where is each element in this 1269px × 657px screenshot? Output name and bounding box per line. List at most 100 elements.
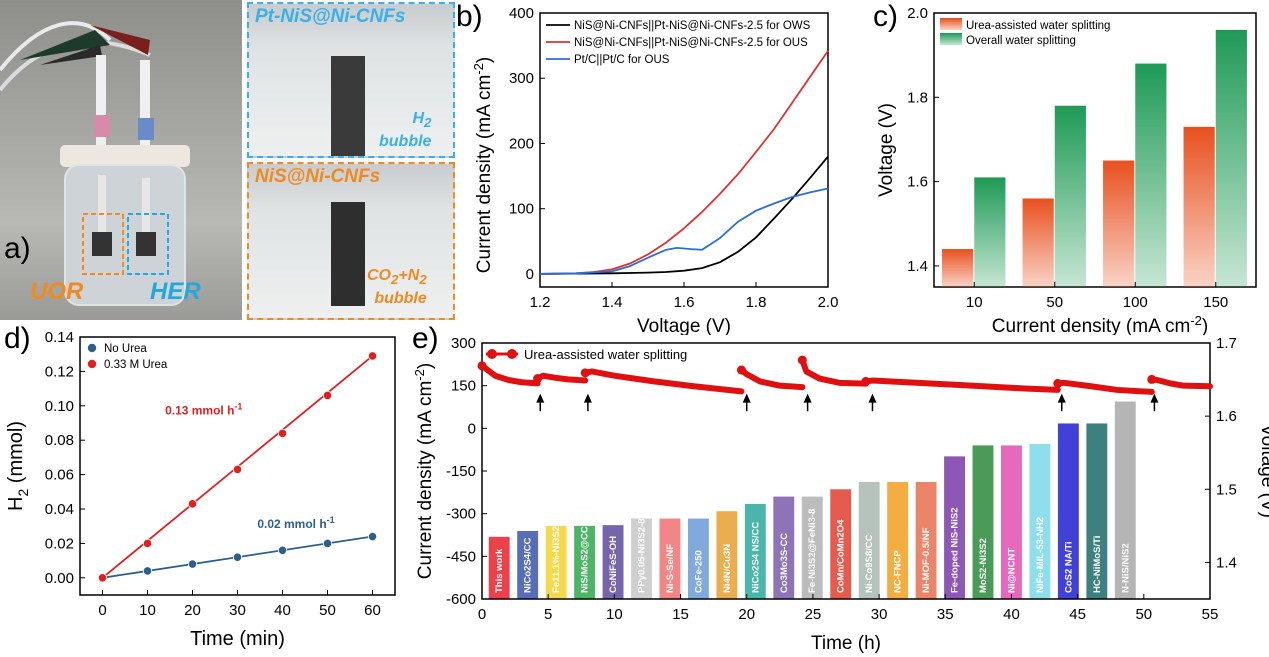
x-tick-label: 25 (805, 606, 822, 623)
voltage-bar (915, 481, 937, 599)
x-tick-label: 45 (1069, 606, 1086, 623)
voltage-bar (488, 536, 510, 599)
stability-marker (1053, 378, 1063, 388)
bar (1215, 29, 1247, 287)
y-axis-label-part: H (5, 497, 27, 511)
data-point (232, 552, 243, 562)
bar-label: Ni4N/Cu3N (722, 544, 733, 593)
data-point (142, 566, 153, 576)
y-tick-label: -450 (446, 548, 476, 565)
voltage-bar (830, 489, 852, 599)
bar (1183, 126, 1215, 287)
bar (942, 249, 974, 287)
stability-marker (736, 365, 746, 375)
y-tick-label: 0 (526, 266, 534, 283)
plot-frame (933, 12, 1257, 288)
electrolyzer-illustration (0, 21, 190, 306)
x-axis-label-part: ) (1202, 316, 1208, 335)
h2-sub: 2 (424, 115, 432, 131)
voltage-bar (631, 518, 652, 599)
x-tick-label: 5 (544, 606, 552, 623)
x-tick-label: 35 (937, 606, 954, 623)
x-axis-label: Time (h) (811, 633, 881, 654)
legend-label: Overall water splitting (966, 35, 1076, 47)
x-tick-label: 55 (1202, 606, 1219, 623)
legend-marker (487, 349, 497, 359)
y-tick-label: 1.4 (907, 258, 928, 275)
y-axis-label-part: -2 (471, 63, 486, 75)
panel-c-label: c) (873, 0, 898, 33)
y2-axis-label: Voltage (V) (1257, 424, 1269, 518)
x-tick-label: 0 (478, 606, 486, 623)
data-point (322, 538, 333, 548)
data-point (142, 538, 153, 548)
cathode-label: Pt-NiS@Ni-CNFs (255, 6, 406, 27)
rate-label-no-urea-part: -1 (327, 515, 335, 525)
x-tick-label: 10 (139, 602, 156, 619)
bar-label: Fe-Ni3S2@FeNi3-8 (807, 509, 818, 593)
y-tick-label: 0.00 (45, 570, 74, 587)
bar-label: HC-NiMoS/Ti (1092, 536, 1103, 593)
h2-bubble-text: bubble (379, 133, 432, 151)
voltage-bar (716, 511, 738, 599)
stability-marker (797, 355, 807, 365)
voltage-bar (972, 445, 994, 599)
x-tick-label: 10 (966, 294, 983, 311)
x-tick-label: 150 (1203, 294, 1228, 311)
x-tick-label: 20 (738, 606, 755, 623)
anode-electrode (331, 202, 365, 306)
x-tick-label: 30 (871, 606, 888, 623)
bar-label: N-NiS/NiS2 (1120, 543, 1131, 593)
stability-line (582, 368, 745, 395)
bar-label: NiFe-MIL-53-NH2 (1035, 517, 1046, 593)
bar-label: Fe11.1%-Ni3S2 (551, 526, 562, 593)
y-axis-label-part: ) (474, 57, 495, 63)
bar-label: NiCo2S4 NS/CC (750, 522, 761, 593)
bar-label: Ni-Co9S8/CC (864, 534, 875, 593)
stability-line (738, 367, 806, 391)
y-axis-label: H2 (mmol) (5, 421, 31, 511)
data-point (187, 499, 198, 509)
bar-label: CoMn/CoMn2O4 (836, 519, 847, 593)
panel-b-label: b) (456, 0, 483, 33)
y-axis-label-part: -2 (412, 369, 427, 381)
chart-e: This work NiCo2S4/CC Fe11.1%-Ni3S2 NiS/MoS2… (412, 335, 1269, 654)
bar-label: NC-FNCP (893, 550, 904, 593)
voltage-bar (1086, 423, 1108, 599)
bar-label: MoS2-Ni3S2 (978, 538, 989, 593)
arrow-head (583, 393, 592, 403)
bar-label: CoFe-250 (693, 550, 704, 593)
bar-label: Co3Mo3S-CC (779, 533, 790, 593)
x-tick-label: 0 (98, 602, 106, 619)
voltage-bar (545, 525, 567, 599)
y-tick-label: 0.14 (45, 329, 74, 346)
bar-label: Ni-S-Se/NF (665, 544, 676, 593)
data-point (277, 545, 288, 555)
voltage-bar (1029, 443, 1051, 599)
voltage-bar (1001, 445, 1022, 599)
stability-line (1148, 376, 1213, 390)
panel-d-label: d) (4, 322, 31, 355)
x-tick-label: 20 (184, 602, 201, 619)
cathode-photo: Pt-NiS@Ni-CNFs H2 bubble (247, 2, 455, 158)
h2-bubble-label: H2 bubble (379, 109, 431, 151)
anode-photo: NiS@Ni-CNFs CO2+N2 bubble (247, 162, 455, 320)
arrow-head (803, 393, 812, 403)
y-tick-label: 1.8 (907, 89, 928, 106)
y-tick-label: -150 (446, 463, 476, 480)
data-point (367, 531, 378, 542)
y-axis-label-part: Current density (mA cm (474, 75, 495, 274)
y-axis-label-part: 2 (15, 489, 31, 497)
x-tick-label: 100 (1123, 294, 1148, 311)
stability-line (534, 372, 589, 384)
bar (1022, 198, 1054, 287)
voltage-bar (744, 503, 766, 599)
x-axis-label-part: -2 (1190, 313, 1202, 328)
y-tick-label: 0.12 (45, 363, 74, 380)
x-tick-label: 1.4 (602, 294, 623, 311)
rate-label-urea: 0.13 mmol h-1 (165, 401, 242, 417)
y-tick-label: 0.06 (45, 467, 74, 484)
stability-marker (861, 376, 871, 386)
y-axis-label-part: ) (415, 363, 436, 369)
x-axis-label: Time (min) (190, 628, 285, 650)
